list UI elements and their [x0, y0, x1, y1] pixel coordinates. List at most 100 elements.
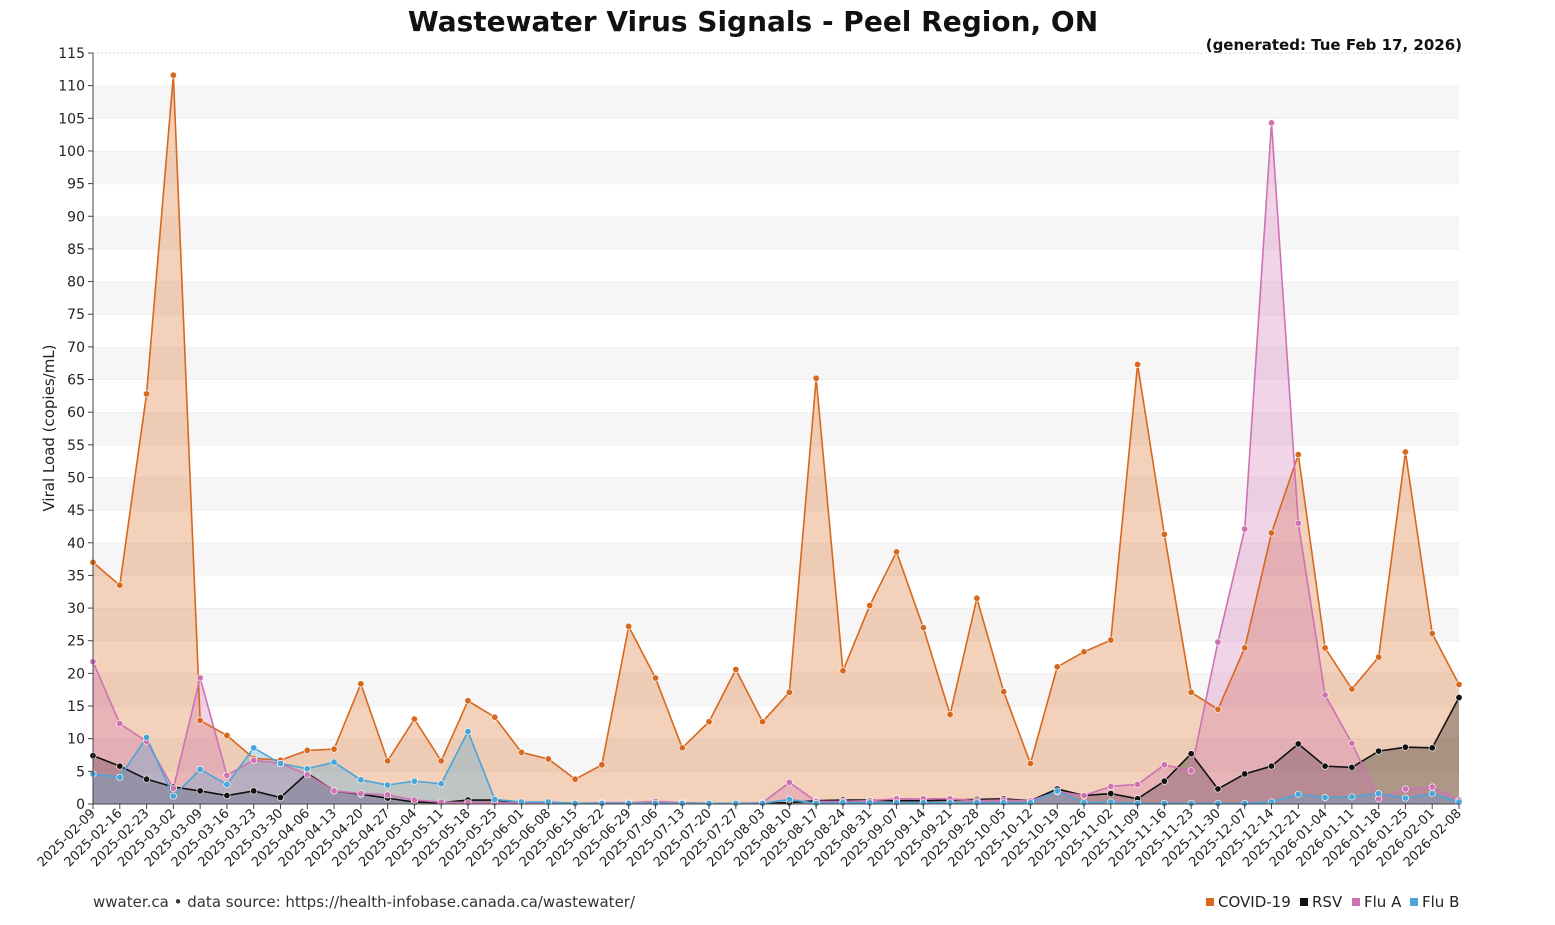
generated-date: (generated: Tue Feb 17, 2026) — [1206, 36, 1462, 54]
covid-19-point — [143, 390, 151, 398]
flu-a-point — [1348, 739, 1356, 747]
covid-19-area — [93, 75, 1459, 804]
flu-b-point — [169, 792, 177, 800]
covid-19-point — [839, 667, 847, 675]
covid-19-point — [785, 688, 793, 696]
flu-a-point — [169, 784, 177, 792]
legend-label-covid-19: COVID-19 — [1218, 893, 1291, 911]
rsv-point — [223, 792, 231, 800]
flu-a-point — [785, 778, 793, 786]
grid-band — [93, 346, 1459, 380]
legend-swatch-flu-b — [1410, 898, 1418, 906]
rsv-point — [143, 775, 151, 783]
y-tick-label: 75 — [67, 307, 85, 323]
covid-19-point — [1160, 530, 1168, 538]
covid-19-point — [410, 715, 418, 723]
grid-band — [93, 183, 1459, 217]
legend-label-rsv: RSV — [1312, 893, 1343, 911]
covid-19-point — [491, 713, 499, 721]
rsv-point — [196, 787, 204, 795]
rsv-point — [1455, 694, 1463, 702]
rsv-point — [1160, 777, 1168, 785]
flu-a-point — [330, 787, 338, 795]
flu-a-point — [1321, 691, 1329, 699]
y-tick-label: 55 — [67, 438, 85, 454]
covid-19-point — [1187, 688, 1195, 696]
rsv-point — [1107, 790, 1115, 798]
y-axis-ticks: 0 5 10 15 20 25 30 35 40 45 50 55 60 65 70 75 80 85 90 95 10… — [58, 46, 93, 813]
covid-19-point — [1214, 705, 1222, 713]
rsv-point — [1214, 785, 1222, 793]
flu-b-point — [357, 776, 365, 784]
covid-19-point — [384, 757, 392, 765]
rsv-point — [1401, 743, 1409, 751]
flu-a-area — [93, 122, 1459, 804]
flu-b-point — [143, 733, 151, 741]
flu-b-point — [1321, 793, 1329, 801]
flu-a-point — [1401, 785, 1409, 793]
flu-b-point — [1294, 790, 1302, 798]
covid-19-point — [1455, 680, 1463, 688]
y-tick-label: 65 — [67, 373, 85, 389]
covid-19-point — [1241, 644, 1249, 652]
grid-band — [93, 314, 1459, 347]
covid-19-point — [1321, 644, 1329, 652]
rsv-point — [250, 787, 258, 795]
y-tick-label: 5 — [76, 764, 85, 780]
flu-a-point — [410, 796, 418, 804]
chart-title: Wastewater Virus Signals - Peel Region, … — [408, 5, 1098, 38]
y-tick-label: 40 — [67, 536, 85, 552]
legend-swatch-rsv — [1300, 898, 1308, 906]
flu-b-point — [276, 760, 284, 768]
covid-19-point — [571, 775, 579, 783]
flu-b-line — [92, 729, 1460, 805]
y-tick-label: 90 — [67, 209, 85, 225]
flu-a-point — [1187, 767, 1195, 775]
y-tick-label: 80 — [67, 275, 85, 291]
covid-19-line — [92, 75, 1460, 781]
covid-19-point — [357, 680, 365, 688]
grid-band — [93, 542, 1459, 576]
grid-band — [93, 444, 1459, 478]
y-tick-label: 110 — [58, 79, 85, 95]
grid-band — [93, 608, 1459, 641]
covid-19-point — [946, 711, 954, 719]
y-tick-label: 0 — [76, 797, 85, 813]
covid-19-point — [1268, 529, 1276, 537]
grid-band — [93, 510, 1459, 543]
y-tick-label: 50 — [67, 470, 85, 486]
covid-19-point — [598, 761, 606, 769]
legend-swatch-covid-19 — [1206, 898, 1214, 906]
y-tick-label: 25 — [67, 634, 85, 650]
grid-band — [93, 477, 1459, 511]
covid-19-point — [919, 624, 927, 632]
y-tick-label: 115 — [58, 46, 85, 62]
flu-b-point — [437, 780, 445, 788]
flu-b-point — [303, 765, 311, 773]
flu-a-point — [1080, 792, 1088, 800]
y-tick-label: 60 — [67, 405, 85, 421]
legend-swatch-flu-a — [1352, 898, 1360, 906]
grid-band — [93, 706, 1459, 739]
flu-b-point — [1348, 793, 1356, 801]
covid-19-point — [812, 374, 820, 382]
flu-a-point — [357, 790, 365, 798]
grid-band — [93, 85, 1459, 119]
flu-a-point — [116, 720, 124, 728]
covid-19-point — [973, 594, 981, 602]
covid-19-point — [1000, 688, 1008, 696]
flu-b-point — [330, 758, 338, 766]
covid-19-point — [116, 581, 124, 589]
covid-19-point — [464, 697, 472, 705]
y-tick-label: 85 — [67, 242, 85, 258]
grid-band — [93, 575, 1459, 609]
grid-band — [93, 216, 1459, 249]
legend-label-flu-a: Flu A — [1364, 893, 1402, 911]
legend: COVID-19 RSV Flu A Flu B — [1206, 893, 1459, 911]
flu-a-point — [1214, 638, 1222, 646]
covid-19-point — [1375, 653, 1383, 661]
flu-b-point — [116, 773, 124, 781]
flu-b-point — [1375, 790, 1383, 798]
rsv-point — [1321, 762, 1329, 770]
grid-band — [93, 281, 1459, 315]
